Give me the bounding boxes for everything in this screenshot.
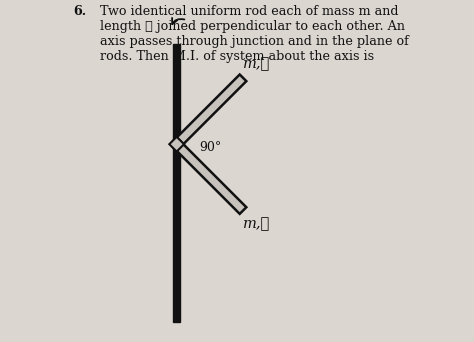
Polygon shape	[169, 137, 184, 152]
Polygon shape	[173, 44, 181, 322]
Text: Two identical uniform rod each of mass m and
length ℓ joined perpendicular to ea: Two identical uniform rod each of mass m…	[100, 5, 409, 63]
Polygon shape	[173, 75, 246, 147]
Text: m,ℓ: m,ℓ	[243, 57, 270, 71]
Text: 90°: 90°	[200, 141, 222, 154]
Text: 6.: 6.	[73, 5, 86, 18]
Text: m,ℓ: m,ℓ	[243, 217, 270, 231]
Polygon shape	[173, 141, 246, 214]
